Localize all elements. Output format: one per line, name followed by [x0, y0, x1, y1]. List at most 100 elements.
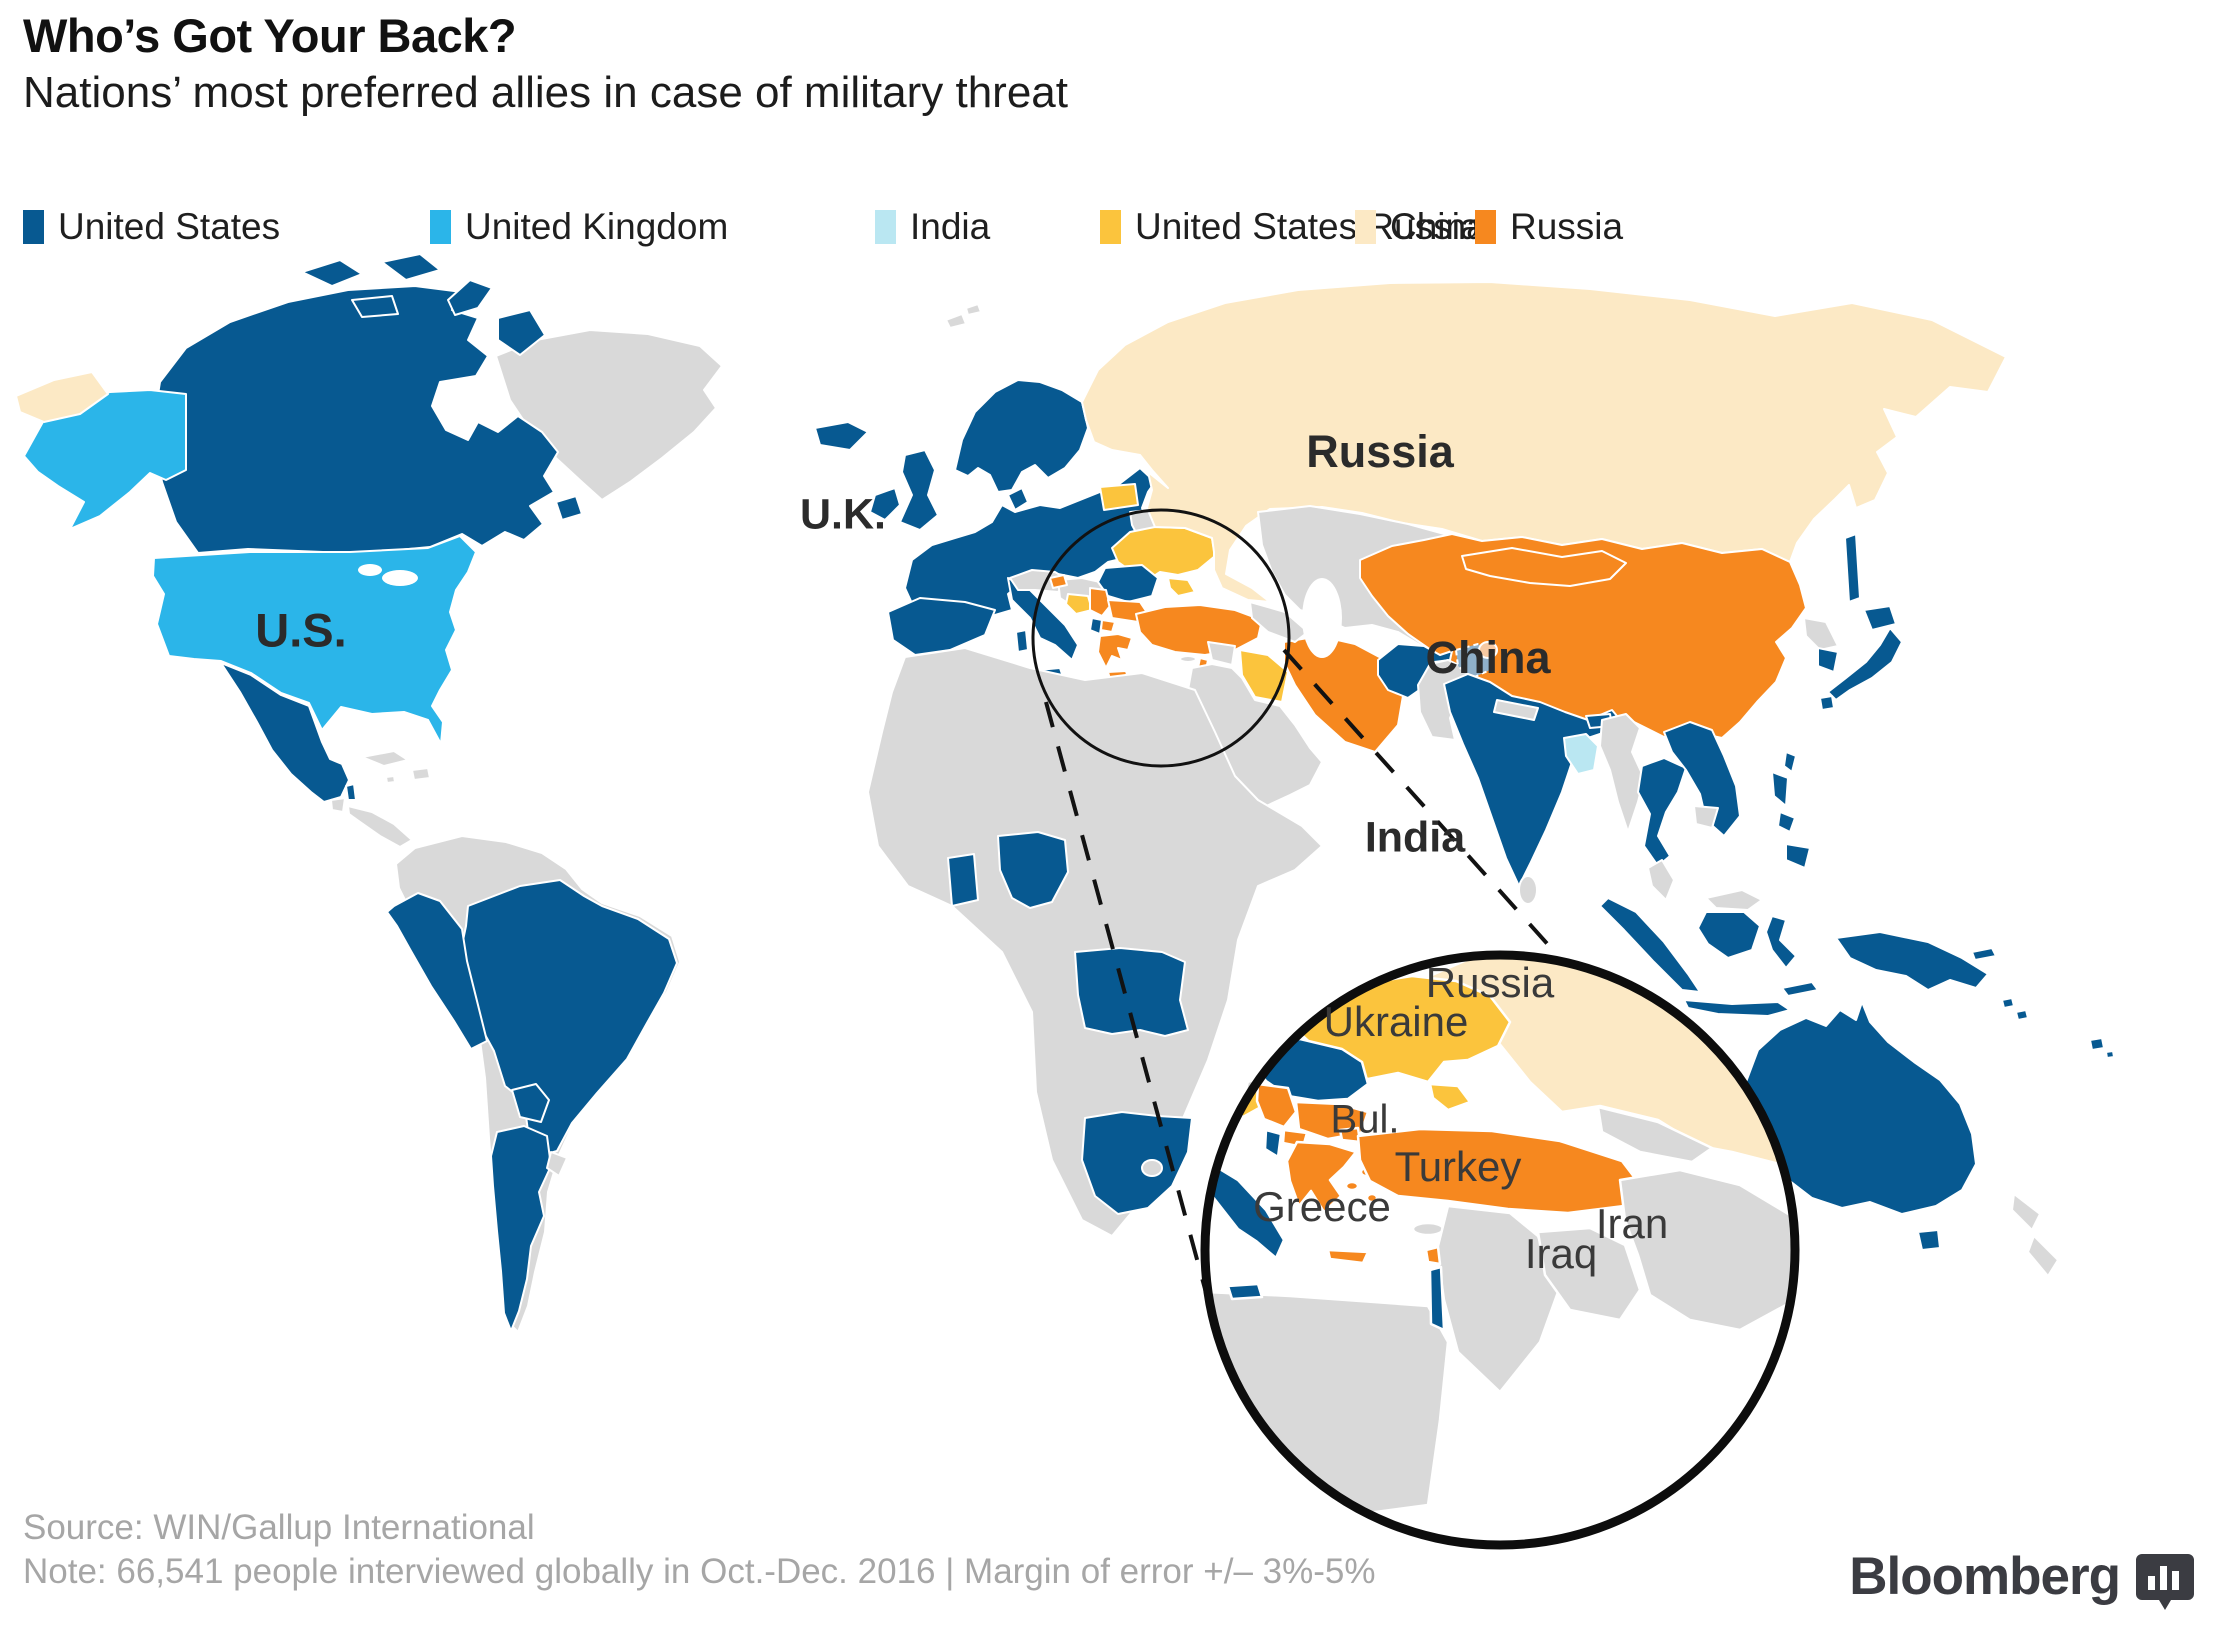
map-label-russia: Russia	[1306, 426, 1454, 477]
country-nz-north	[2011, 1193, 2041, 1231]
inset-lebanon	[1424, 1245, 1442, 1266]
legend-swatch-united-kingdom	[430, 210, 451, 244]
legend-swatch-united-states	[23, 210, 44, 244]
country-canada-islands1	[301, 259, 363, 287]
country-canada-islands2	[381, 253, 441, 281]
inset-iran	[1618, 1168, 1795, 1332]
page-title: Who’s Got Your Back?	[23, 9, 517, 62]
country-crimea	[1167, 577, 1196, 597]
country-denmark	[1007, 487, 1029, 511]
country-romania	[1097, 564, 1159, 603]
legend-swatch-united-states-russia	[1100, 210, 1121, 244]
country-laos-vietnam	[1663, 721, 1741, 837]
legend-item-china: China	[1355, 205, 1487, 249]
inset-iraq	[1536, 1226, 1642, 1322]
country-serbia	[1089, 587, 1111, 617]
country-fiji	[2089, 1037, 2105, 1051]
legend-swatch-china	[1355, 210, 1376, 244]
inset-cyprus	[1411, 1221, 1445, 1237]
country-ghana	[947, 853, 979, 907]
country-uruguay	[546, 1151, 568, 1177]
great-lakes	[382, 570, 418, 586]
country-philippines-mindanao	[1785, 843, 1811, 869]
country-sakhalin	[1844, 533, 1861, 603]
country-nz-south	[2027, 1235, 2059, 1277]
legend-label-united-states: United States	[58, 206, 281, 247]
country-bangladesh	[1563, 733, 1599, 775]
country-greece	[1097, 633, 1133, 669]
inset-sicily	[1226, 1282, 1264, 1301]
country-peru-ecuador	[386, 892, 488, 1050]
inset-israel	[1428, 1265, 1446, 1332]
country-newfoundland	[555, 495, 583, 521]
map-label-us: U.S.	[255, 603, 347, 657]
country-kyushu	[1819, 695, 1835, 711]
inset-serbia	[1255, 1082, 1298, 1129]
country-sri-lanka	[1518, 875, 1538, 905]
country-canada-baffin	[497, 309, 546, 356]
country-malaysia-borneo	[1705, 889, 1763, 911]
inset-label-iran: Iran	[1595, 1200, 1669, 1247]
country-sumatra	[1599, 897, 1701, 993]
country-svalbard2	[965, 303, 982, 316]
magnifier-source-circle	[1031, 508, 1291, 768]
legend-label-china: China	[1390, 206, 1487, 247]
country-iceland	[814, 421, 869, 451]
country-great-britain	[899, 449, 939, 531]
country-lesotho	[1141, 1159, 1163, 1177]
legend-swatch-india	[875, 210, 896, 244]
legend-swatch-russia	[1475, 210, 1496, 244]
inset-caucasus	[1596, 1105, 1714, 1164]
caspian-sea	[1302, 578, 1342, 658]
page-subtitle: Nations’ most preferred allies in case o…	[23, 68, 1068, 117]
inset-crimea	[1428, 1082, 1472, 1112]
country-taiwan	[1783, 751, 1797, 773]
country-cambodia	[1693, 805, 1719, 829]
country-solomon-2	[2015, 1009, 2029, 1021]
inset-label-iraq: Iraq	[1524, 1230, 1598, 1277]
country-philippines-visayas	[1777, 811, 1796, 833]
country-paraguay	[511, 1083, 550, 1123]
country-canada-islands3	[447, 279, 493, 316]
country-south-africa	[1081, 1111, 1193, 1215]
country-north-korea	[1803, 617, 1839, 651]
source-note: Source: WIN/Gallup International	[23, 1508, 535, 1547]
bloomberg-chart-bubble-icon	[2136, 1554, 2194, 1610]
legend-item-russia: Russia	[1475, 205, 1623, 249]
country-sardinia	[1015, 629, 1029, 653]
country-syria	[1207, 641, 1236, 666]
country-cuba	[361, 750, 409, 767]
country-hokkaido	[1863, 605, 1897, 631]
country-albania	[1089, 617, 1103, 635]
country-fiji-2	[2105, 1050, 2115, 1059]
country-sulawesi	[1765, 915, 1797, 969]
inset-circle-border	[1200, 950, 1800, 1550]
country-japan	[1827, 627, 1903, 701]
country-south-korea	[1817, 647, 1839, 673]
great-lakes-2	[358, 564, 382, 576]
country-new-britain	[1971, 947, 1997, 961]
country-slovenia	[1049, 574, 1068, 589]
legend-item-india: India	[875, 205, 990, 249]
inset-greece	[1285, 1140, 1358, 1214]
inset-albania	[1263, 1128, 1283, 1159]
country-nepal	[1493, 699, 1539, 721]
magnifier-connector-left	[1044, 701, 1210, 1301]
country-mongolia	[1461, 547, 1627, 587]
country-iberia	[887, 597, 996, 656]
inset-label-ukraine: Ukraine	[1323, 998, 1469, 1045]
legend-label-russia: Russia	[1510, 206, 1624, 247]
magnifier-connector-right	[1282, 648, 1562, 960]
country-central-america	[347, 805, 413, 848]
legend-label-united-states-russia: United States/Russia	[1135, 206, 1481, 247]
legend-label-india: India	[910, 206, 991, 247]
legend: United States United Kingdom India Unite…	[0, 205, 2220, 255]
inset-turkey	[1356, 1127, 1643, 1215]
country-svalbard1	[945, 313, 967, 329]
country-hispaniola	[411, 767, 431, 781]
inset-crete	[1326, 1248, 1370, 1265]
country-macedonia	[1100, 619, 1116, 633]
map-label-china: China	[1425, 632, 1551, 683]
country-solomon-1	[2001, 997, 2015, 1009]
